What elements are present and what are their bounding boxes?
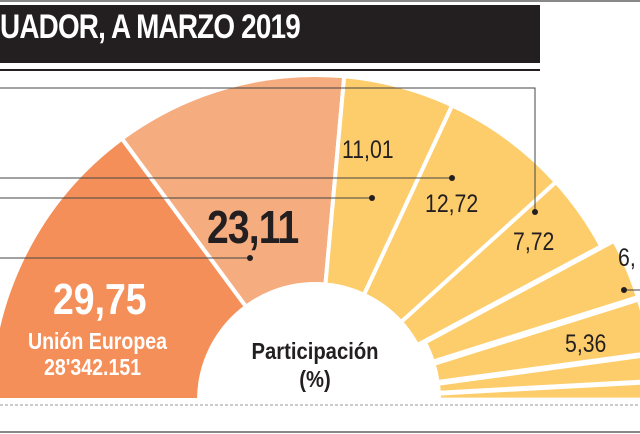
slice-name: Unión Europea: [28, 328, 168, 354]
leader-dot: [247, 255, 253, 261]
slice-amount: 28'342.151: [44, 354, 142, 380]
center-label: Participación: [251, 338, 379, 364]
center-unit: (%): [299, 366, 331, 392]
slice-label-29-75: 29,75: [53, 275, 147, 324]
slice-label: 7,72: [513, 228, 555, 256]
leader-dot: [532, 209, 538, 215]
title-bar: [0, 5, 540, 63]
leader-dot: [369, 195, 375, 201]
slice-label: 12,72: [425, 190, 479, 218]
leader-line-7-72: [0, 87, 536, 212]
leader-dot: [449, 175, 455, 181]
slice-label: 11,01: [342, 136, 394, 164]
slice-label: 6,: [618, 244, 636, 272]
slice-label-23-11: 23,11: [207, 201, 299, 253]
chart-title: UADOR, A MARZO 2019: [0, 8, 301, 46]
donut-slice: [436, 380, 640, 402]
donut-hole: [197, 282, 433, 400]
donut-slice: [422, 238, 640, 365]
slice-label: 5,36: [565, 330, 607, 358]
leader-dot: [621, 287, 627, 293]
